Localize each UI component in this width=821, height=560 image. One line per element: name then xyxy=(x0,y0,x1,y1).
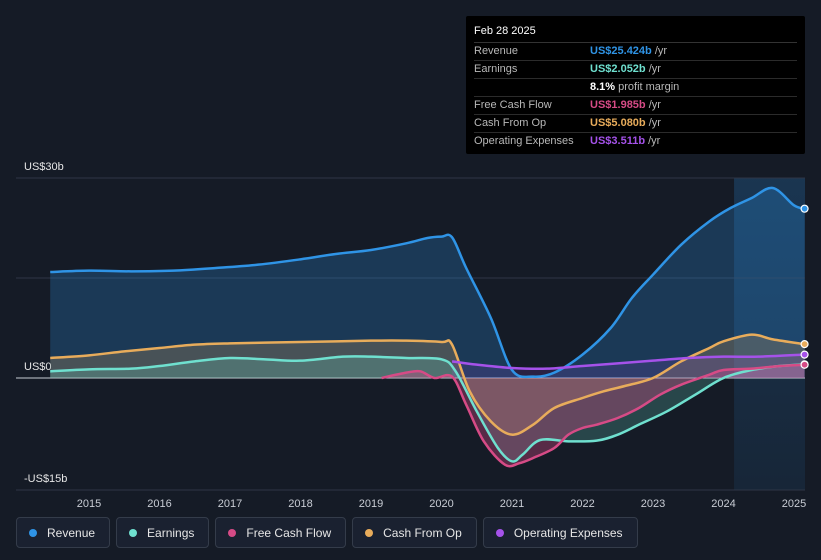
legend-dot-icon xyxy=(129,528,138,537)
series-area-fcf xyxy=(381,364,805,467)
legend-label: Free Cash Flow xyxy=(246,525,332,540)
tooltip-label: Free Cash Flow xyxy=(474,99,552,111)
y-tick-label: US$30b xyxy=(24,161,64,173)
tooltip-value: US$2.052b /yr xyxy=(590,63,661,75)
tooltip-row: Cash From Op US$5.080b /yr xyxy=(474,115,797,133)
legend-dot-icon xyxy=(495,528,504,537)
tooltip-row: Revenue US$25.424b /yr xyxy=(474,43,797,61)
tooltip-row: Free Cash Flow US$1.985b /yr xyxy=(474,97,797,115)
legend: Revenue Earnings Free Cash Flow Cash From O… xyxy=(16,517,638,548)
x-tick-label: 2016 xyxy=(147,498,171,510)
x-tick-label: 2025 xyxy=(782,498,806,510)
x-tick-label: 2017 xyxy=(218,498,242,510)
x-tick-label: 2015 xyxy=(77,498,101,510)
series-endpoint-cfo xyxy=(800,340,809,349)
y-tick-label: -US$15b xyxy=(24,473,67,485)
x-tick-label: 2024 xyxy=(711,498,735,510)
legend-label: Revenue xyxy=(47,525,96,540)
tooltip-row: Operating Expenses US$3.511b /yr xyxy=(474,133,797,150)
legend-item-revenue[interactable]: Revenue xyxy=(16,517,111,548)
tooltip-label: Operating Expenses xyxy=(474,135,574,147)
series-line-earnings xyxy=(50,355,805,463)
x-tick-label: 2023 xyxy=(641,498,665,510)
legend-item-free-cash-flow[interactable]: Free Cash Flow xyxy=(215,517,347,548)
series-line-cfo xyxy=(50,333,805,436)
tooltip-row: 8.1% profit margin xyxy=(474,79,797,97)
tooltip-label: Earnings xyxy=(474,63,518,75)
legend-dot-icon xyxy=(29,528,37,537)
series-area-revenue xyxy=(50,187,805,378)
tooltip-value: US$3.511b /yr xyxy=(590,135,661,147)
x-tick-label: 2019 xyxy=(359,498,383,510)
tooltip-value: US$5.080b /yr xyxy=(590,117,661,129)
legend-label: Earnings xyxy=(147,525,195,540)
tooltip-value: US$25.424b /yr xyxy=(590,45,668,57)
series-line-fcf xyxy=(381,363,805,468)
legend-label: Operating Expenses xyxy=(513,525,623,540)
series-endpoint-fcf xyxy=(800,360,809,369)
x-tick-label: 2018 xyxy=(288,498,312,510)
series-line-opex xyxy=(451,353,805,371)
series-endpoint-opex xyxy=(800,350,809,359)
legend-dot-icon xyxy=(365,528,374,537)
legend-item-operating-expenses[interactable]: Operating Expenses xyxy=(482,517,638,548)
legend-dot-icon xyxy=(228,528,237,537)
x-tick-label: 2022 xyxy=(570,498,594,510)
tooltip-date: Feb 28 2025 xyxy=(474,22,797,43)
tooltip-panel: Feb 28 2025 Revenue US$25.424b /yr Earning… xyxy=(466,16,805,154)
highlight-band xyxy=(734,178,805,490)
legend-item-cash-from-op[interactable]: Cash From Op xyxy=(352,517,477,548)
y-tick-label: US$0 xyxy=(24,361,52,373)
tooltip-value: 8.1% profit margin xyxy=(590,81,680,93)
series-endpoint-revenue xyxy=(800,204,809,213)
tooltip-label: Cash From Op xyxy=(474,117,547,129)
x-tick-label: 2021 xyxy=(500,498,524,510)
x-tick-label: 2020 xyxy=(429,498,453,510)
series-line-revenue xyxy=(50,186,805,379)
tooltip-label: Revenue xyxy=(474,45,519,57)
tooltip-row: Earnings US$2.052b /yr xyxy=(474,61,797,79)
tooltip-label xyxy=(474,79,590,96)
legend-label: Cash From Op xyxy=(383,525,462,540)
legend-item-earnings[interactable]: Earnings xyxy=(116,517,210,548)
series-area-cfo xyxy=(50,334,805,435)
tooltip-value: US$1.985b /yr xyxy=(590,99,661,111)
